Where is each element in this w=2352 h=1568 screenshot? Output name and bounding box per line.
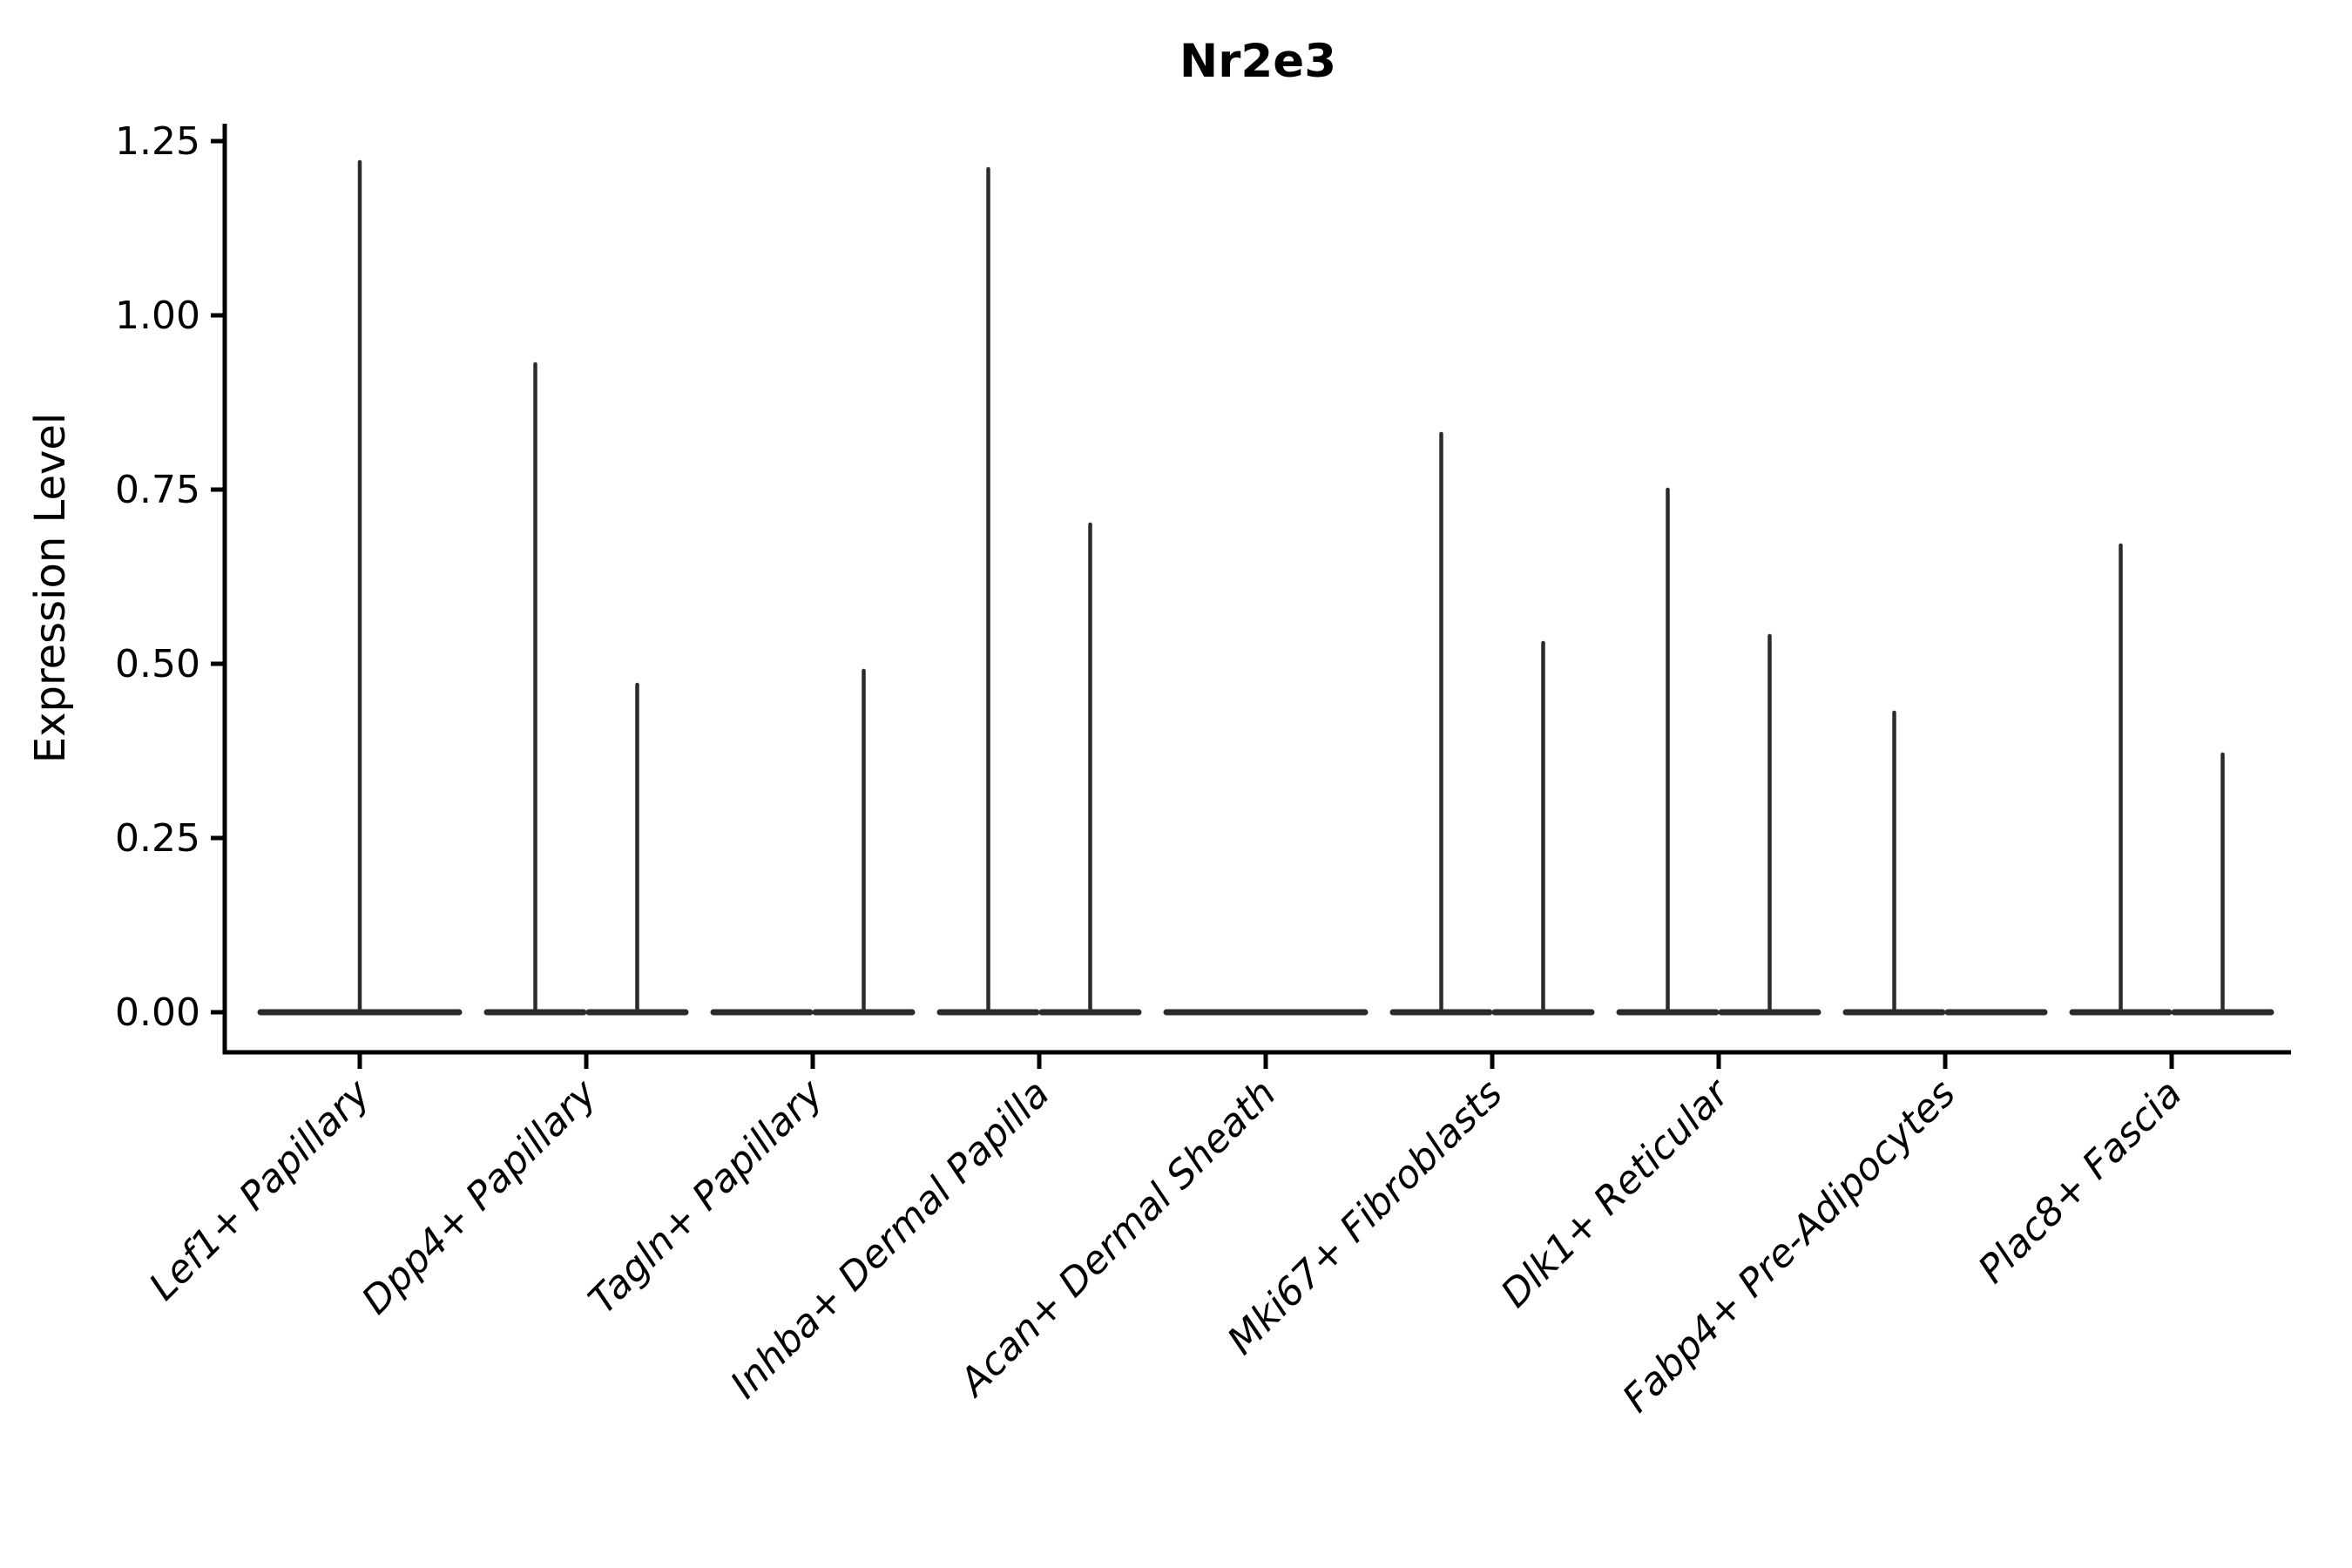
x-tick-label: Plac8+ Fascia xyxy=(1970,1071,2190,1292)
y-tick-label: 0.75 xyxy=(115,468,200,512)
violin-group xyxy=(483,362,689,1016)
x-tick-label: Lef1+ Papillary xyxy=(141,1071,380,1309)
y-tick-label: 1.25 xyxy=(115,119,200,164)
y-tick-label: 0.00 xyxy=(115,990,200,1035)
x-tick-label: Tagln+ Papillary xyxy=(580,1071,832,1322)
y-tick-label: 0.25 xyxy=(115,816,200,861)
violin-group xyxy=(1842,710,2048,1016)
x-tick-label: Dlk1+ Reticular xyxy=(1492,1070,1739,1316)
x-tick-label: Dpp4+ Papillary xyxy=(354,1071,606,1323)
y-tick-label: 0.50 xyxy=(115,642,200,686)
violin-group xyxy=(936,166,1142,1016)
violin-group xyxy=(2069,543,2274,1016)
violin-group xyxy=(257,159,463,1016)
chart-title: Nr2e3 xyxy=(1179,35,1337,88)
y-tick-label: 1.00 xyxy=(115,294,200,338)
violin-group xyxy=(1616,487,1821,1016)
violin-group xyxy=(710,668,916,1016)
violin-group xyxy=(1389,431,1595,1016)
